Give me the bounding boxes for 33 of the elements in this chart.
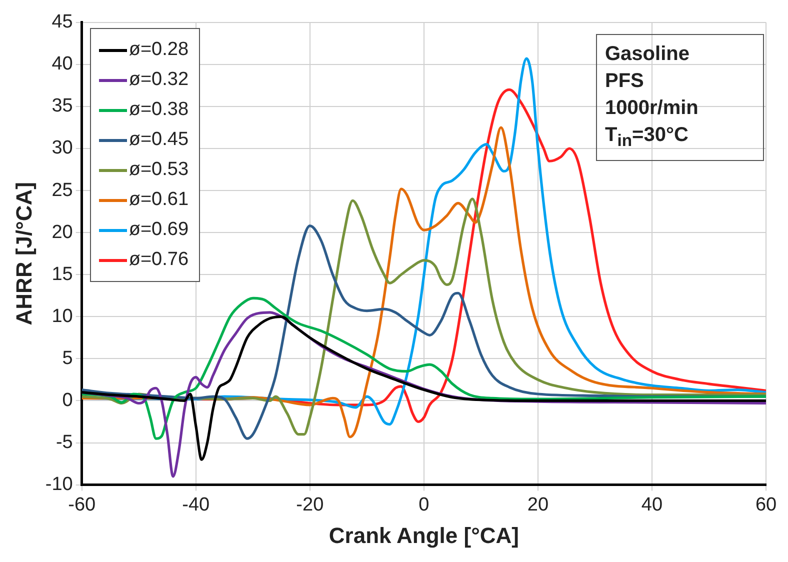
annotation: PFS xyxy=(605,69,645,94)
y-tick-label: 0 xyxy=(62,390,73,411)
annotation: Gasoline xyxy=(605,42,690,68)
y-tick-label: 20 xyxy=(52,222,73,243)
y-tick-label: 25 xyxy=(52,180,73,201)
y-tick-label: 35 xyxy=(52,96,73,117)
x-tick-label: 0 xyxy=(418,494,430,516)
y-tick-label: 15 xyxy=(52,264,73,285)
y-tick-label: 5 xyxy=(62,348,73,369)
y-tick-label: -5 xyxy=(56,432,73,453)
legend-label: ø=0.38 xyxy=(128,99,189,122)
legend-label: ø=0.45 xyxy=(128,129,189,152)
x-tick-label: -20 xyxy=(296,494,324,516)
x-tick-label: 60 xyxy=(755,494,777,516)
annotation: T$_{in}$=30°C xyxy=(605,123,690,152)
y-tick-label: 30 xyxy=(52,138,73,159)
x-tick-label: -40 xyxy=(182,494,210,516)
legend-label: ø=0.28 xyxy=(128,39,189,62)
y-tick-label: 40 xyxy=(52,54,73,75)
legend-label: ø=0.76 xyxy=(128,249,189,272)
x-tick-label: 40 xyxy=(641,494,663,516)
y-axis-title: AHRR [J/°CA] xyxy=(11,182,36,326)
legend-label: ø=0.32 xyxy=(128,69,189,92)
legend-label: ø=0.53 xyxy=(128,159,189,182)
y-tick-label: -10 xyxy=(45,474,73,496)
y-tick-label: 10 xyxy=(52,306,73,327)
legend-label: ø=0.61 xyxy=(128,189,189,212)
x-axis-title: Crank Angle [°CA] xyxy=(328,522,519,548)
legend-label: ø=0.69 xyxy=(128,219,189,242)
y-tick-label: 45 xyxy=(52,12,73,33)
x-tick-label: 20 xyxy=(527,494,549,516)
x-tick-label: -60 xyxy=(68,494,96,516)
annotation: 1000r/min xyxy=(605,96,700,122)
